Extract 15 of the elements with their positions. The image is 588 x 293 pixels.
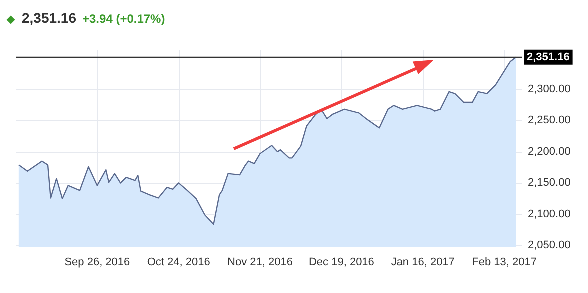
chart-title: 2,351.16 <box>22 10 76 26</box>
y-tick-label: 2,200.00 <box>528 146 571 158</box>
chart-subtitle: +3.94 (+0.17%) <box>82 12 166 26</box>
x-tick-label: Nov 21, 2016 <box>228 256 293 268</box>
y-tick-label: 2,050.00 <box>528 240 571 252</box>
x-tick-label: Feb 13, 2017 <box>472 256 537 268</box>
y-tick-label: 2,100.00 <box>528 208 571 220</box>
x-tick-label: Sep 26, 2016 <box>64 256 130 268</box>
y-tick-label: 2,150.00 <box>528 177 571 190</box>
x-tick-label: Oct 24, 2016 <box>147 256 210 268</box>
x-tick-label: Jan 16, 2017 <box>391 256 455 268</box>
ref-line-label: 2,351.16 <box>527 51 570 64</box>
y-tick-label: 2,300.00 <box>528 83 571 96</box>
y-tick-label: 2,250.00 <box>528 114 571 127</box>
x-tick-label: Dec 19, 2016 <box>308 256 374 268</box>
